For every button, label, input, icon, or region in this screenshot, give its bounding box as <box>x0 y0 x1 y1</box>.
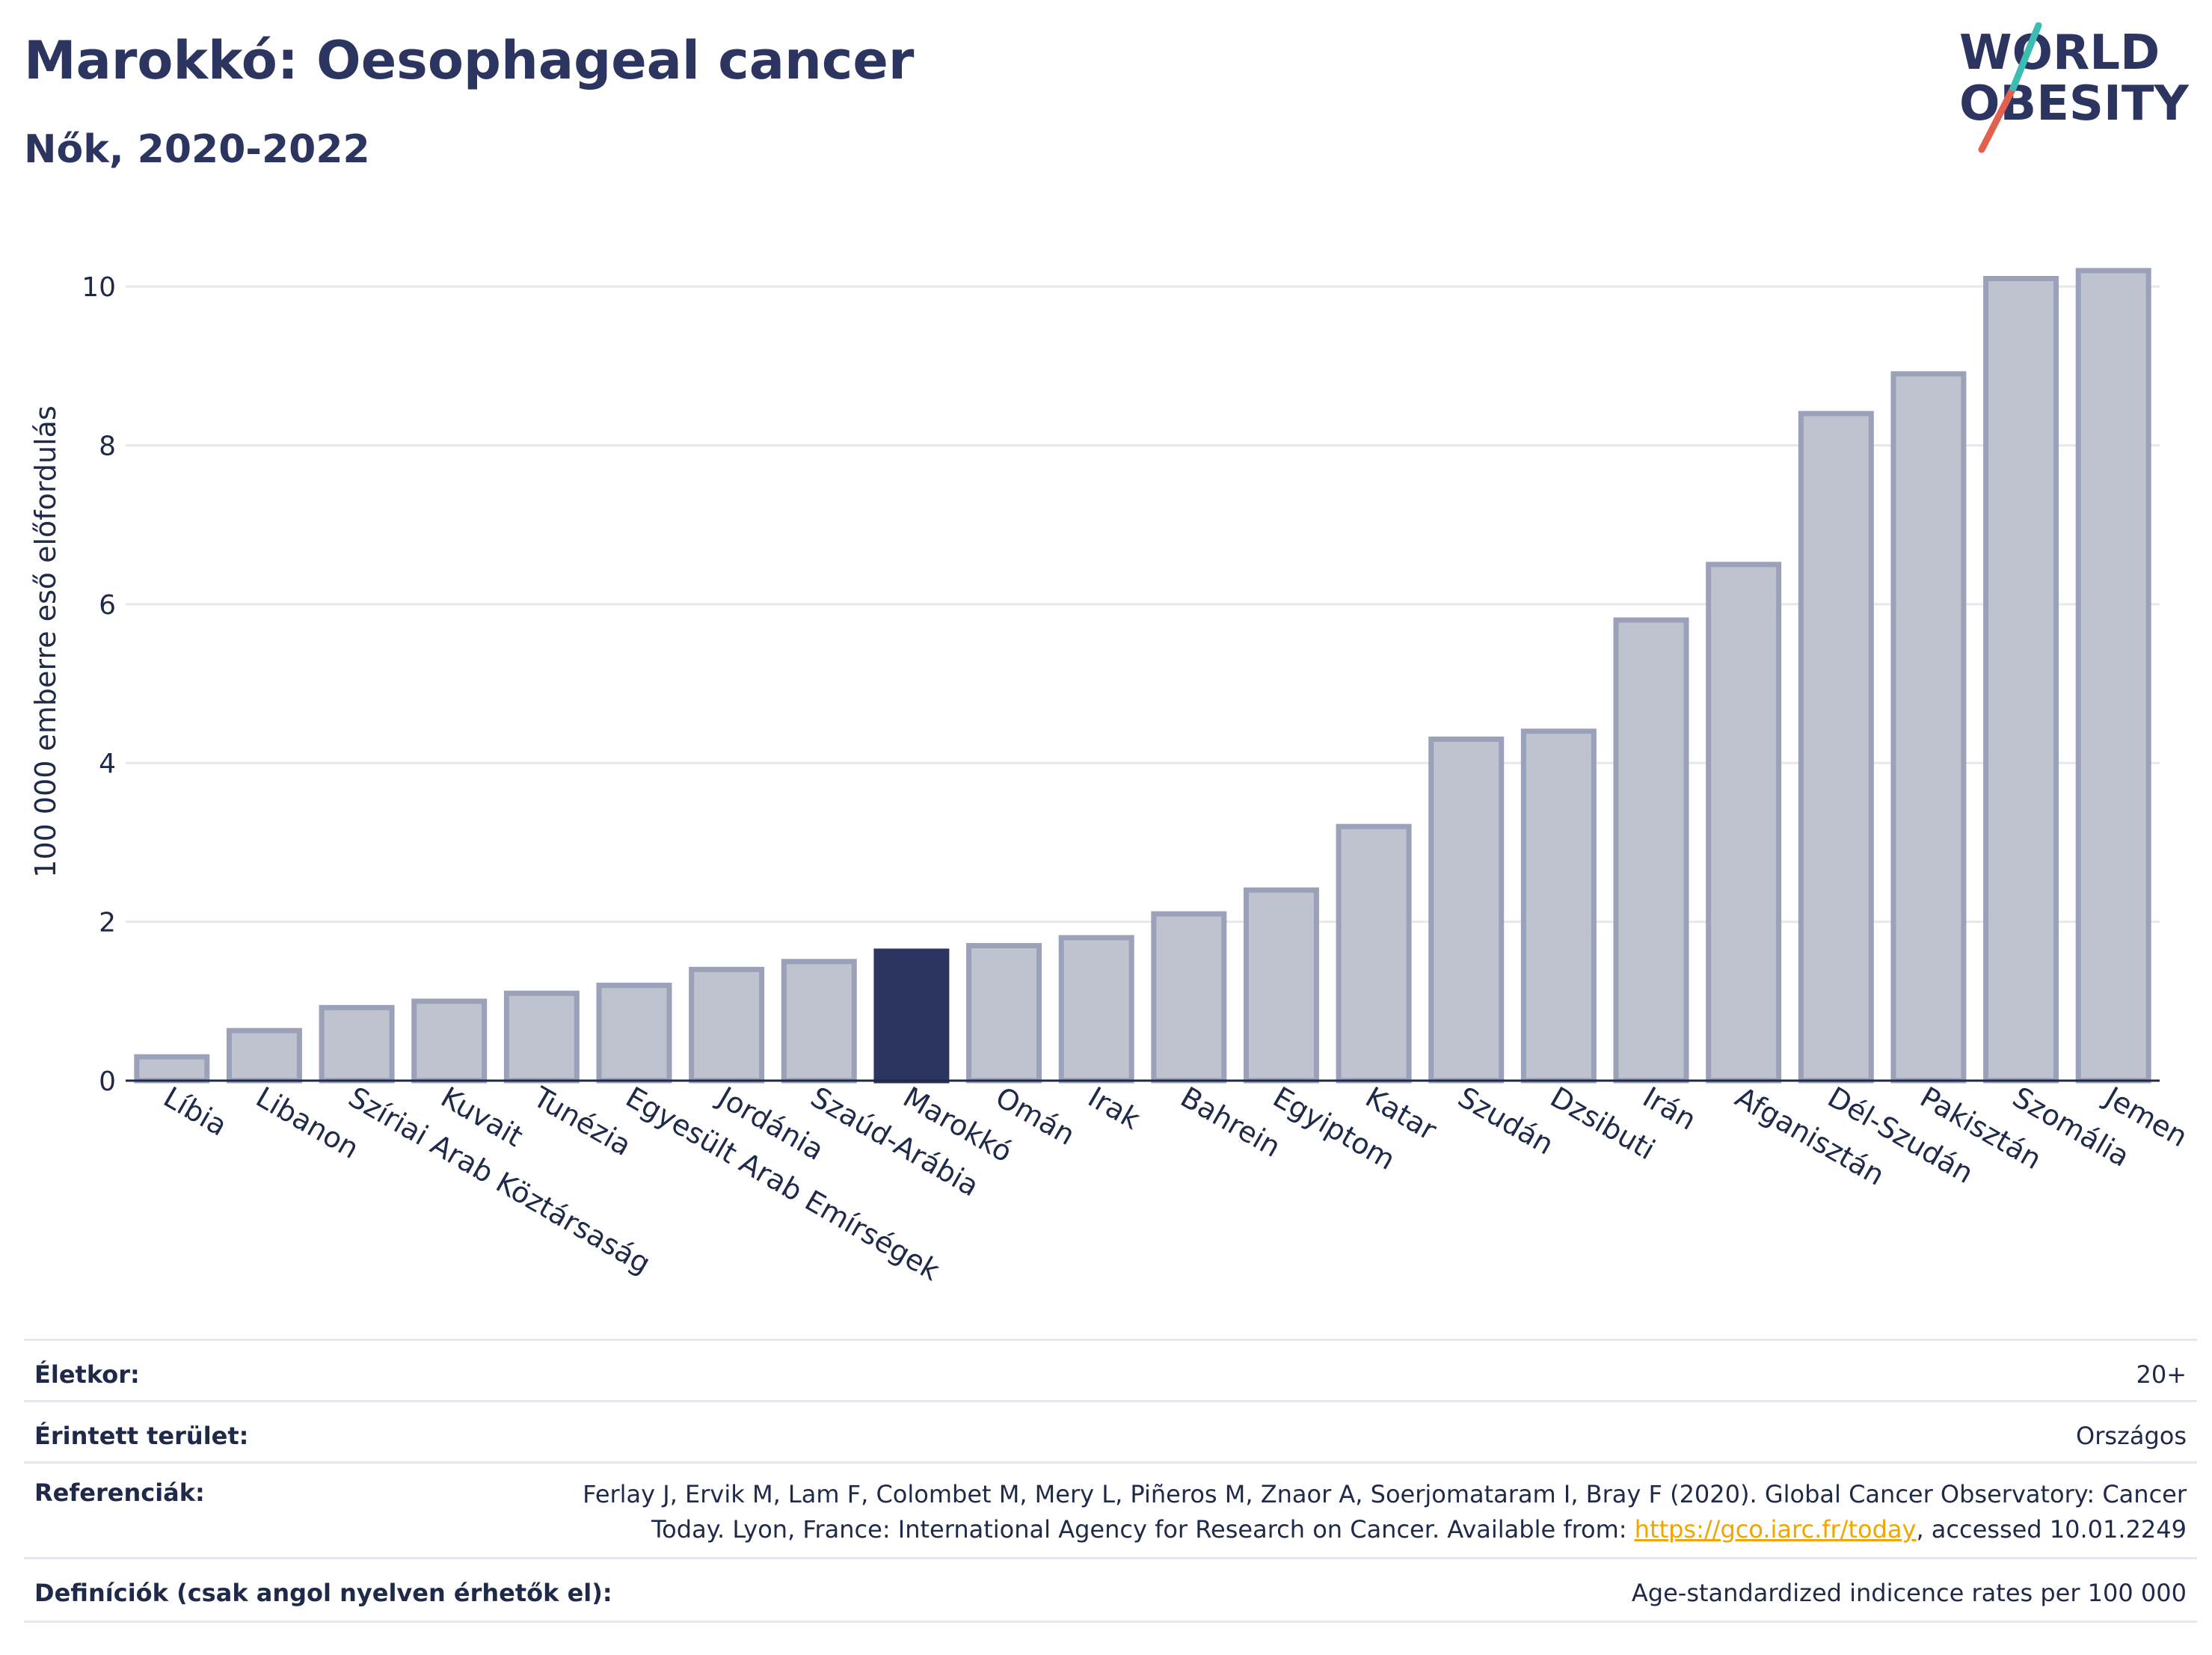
x-tick-label: Dzsibuti <box>1545 1081 1661 1167</box>
bar <box>1151 911 1227 1084</box>
info-table: Életkor: 20+ Érintett terület: Országos … <box>24 1339 2197 1653</box>
bar <box>503 990 580 1084</box>
bar <box>596 983 672 1084</box>
x-tick-label: Líbia <box>158 1081 233 1143</box>
references-line-2: Today. Lyon, France: International Agenc… <box>467 1512 2187 1547</box>
bar <box>134 1054 210 1084</box>
bar <box>1983 275 2059 1084</box>
bar <box>1520 728 1597 1084</box>
bar <box>1890 371 1967 1084</box>
logo-slash-red <box>1978 85 2017 153</box>
bar <box>781 959 857 1084</box>
info-row-definitions: Definíciók (csak angol nyelven érhetők e… <box>24 1557 2197 1623</box>
references-link[interactable]: https://gco.iarc.fr/today <box>1634 1515 1917 1544</box>
bar <box>1243 887 1319 1084</box>
info-row-references: Referenciák: Ferlay J, Ervik M, Lam F, C… <box>24 1461 2197 1559</box>
references-line-2-end: , accessed 10.01.2249 <box>1916 1515 2187 1544</box>
bar <box>1613 617 1689 1084</box>
x-tick-label: Libanon <box>251 1081 364 1165</box>
area-label: Érintett terület: <box>34 1422 249 1450</box>
x-tick-label: Tunézia <box>527 1080 637 1162</box>
references-value: Ferlay J, Ervik M, Lam F, Colombet M, Me… <box>467 1477 2187 1547</box>
references-line-2-text: Today. Lyon, France: International Agenc… <box>651 1515 1635 1544</box>
bar <box>1336 823 1412 1084</box>
y-tick-label: 0 <box>99 1066 116 1097</box>
references-label: Referenciák: <box>34 1479 205 1507</box>
area-value: Országos <box>2076 1422 2187 1450</box>
bar <box>873 948 950 1084</box>
logo-slash-teal <box>2009 22 2042 92</box>
y-tick-label: 6 <box>99 590 116 621</box>
definitions-value: Age-standardized indicence rates per 100… <box>1631 1579 2187 1607</box>
bar <box>226 1028 302 1084</box>
bar <box>1706 562 1782 1084</box>
info-row-area: Érintett terület: Országos <box>24 1400 2197 1464</box>
references-line-1: Ferlay J, Ervik M, Lam F, Colombet M, Me… <box>583 1480 2187 1508</box>
bar-layer <box>134 268 2151 1084</box>
y-tick-label: 2 <box>99 908 116 939</box>
x-tick-label: Irán <box>1638 1081 1702 1137</box>
x-tick-label: Szudán <box>1452 1081 1559 1161</box>
chart-title: Marokkó: Oesophageal cancer <box>24 30 915 91</box>
y-tick-label: 10 <box>82 272 116 303</box>
chart-subtitle: Nők, 2020-2022 <box>24 127 370 172</box>
x-tick-label: Irak <box>1083 1081 1146 1136</box>
age-label: Életkor: <box>34 1360 140 1389</box>
y-tick-label: 4 <box>99 749 116 779</box>
age-value: 20+ <box>2136 1360 2187 1389</box>
bar <box>966 942 1042 1084</box>
world-obesity-logo: WORLD OBESITY <box>1959 22 2189 153</box>
bar <box>1798 411 1874 1084</box>
bar <box>319 1004 395 1084</box>
definitions-label: Definíciók (csak angol nyelven érhetők e… <box>34 1579 612 1607</box>
y-axis-label: 100 000 emberre eső előfordulás <box>29 405 62 877</box>
logo-line-1: WORLD <box>1959 25 2160 81</box>
bar <box>1058 935 1134 1084</box>
bar <box>411 998 488 1084</box>
bar <box>2075 268 2151 1084</box>
y-tick-label: 8 <box>99 431 116 461</box>
bar <box>689 966 765 1084</box>
bar <box>1428 736 1505 1084</box>
info-row-age: Életkor: 20+ <box>24 1339 2197 1402</box>
x-tick-label: Bahrein <box>1175 1081 1286 1164</box>
